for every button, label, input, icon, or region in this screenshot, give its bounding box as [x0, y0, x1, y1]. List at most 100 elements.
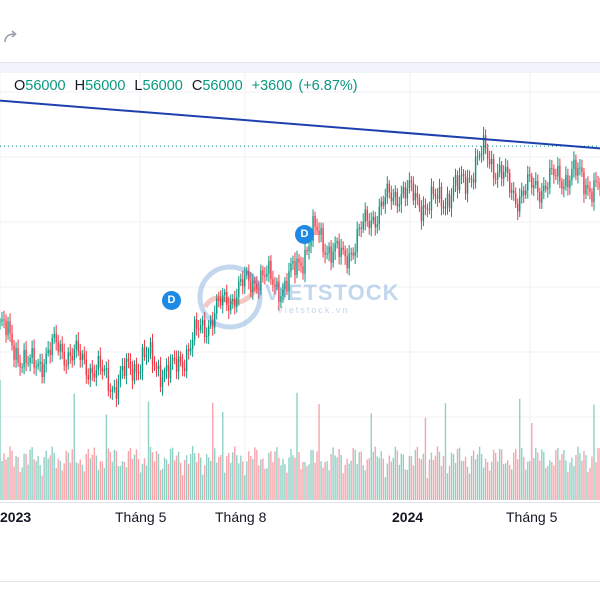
volume-bar — [342, 473, 344, 500]
candle-body — [77, 340, 79, 352]
time-axis[interactable]: 2023 Tháng 5 Tháng 8 2024 Tháng 5 — [0, 502, 600, 533]
candle-body — [151, 342, 154, 365]
volume-bar — [450, 452, 453, 500]
candle-body — [416, 192, 419, 198]
candle-body — [326, 253, 328, 255]
volume-bar — [324, 461, 326, 500]
candle-body — [354, 251, 356, 256]
volume-bar — [446, 473, 449, 500]
candle-body — [539, 191, 541, 203]
volume-bar — [73, 393, 75, 500]
volume-bar — [456, 448, 459, 500]
chart-area[interactable] — [0, 72, 600, 502]
volume-bar — [133, 454, 136, 500]
volume-bar — [218, 457, 220, 500]
candle-body — [418, 197, 421, 208]
volume-bar — [531, 423, 533, 500]
redo-icon[interactable] — [2, 28, 20, 46]
volume-bar — [216, 462, 218, 500]
candle-body — [29, 357, 31, 363]
candle-body — [348, 253, 350, 269]
candle-body — [51, 337, 53, 356]
candle-body — [567, 175, 569, 188]
volume-bar — [563, 449, 565, 500]
candle-body — [179, 356, 182, 363]
candle-body — [103, 369, 106, 372]
candle-body — [3, 319, 5, 321]
volume-bar — [155, 451, 158, 500]
dividend-marker[interactable]: D — [295, 225, 314, 244]
volume-bar — [21, 467, 23, 500]
candle-body — [504, 167, 507, 173]
volume-bar — [392, 457, 395, 500]
candle-body — [450, 195, 453, 209]
candle-body — [360, 227, 362, 230]
candle-body — [597, 181, 599, 183]
dividend-marker[interactable]: D — [162, 291, 181, 310]
candle-body — [91, 367, 94, 374]
volume-bar — [5, 459, 7, 500]
volume-bar — [99, 461, 102, 500]
volume-bar — [354, 449, 356, 500]
candle-body — [364, 209, 366, 222]
candle-body — [7, 321, 9, 336]
volume-bar — [220, 454, 222, 500]
volume-bar — [228, 452, 230, 500]
candle-body — [232, 298, 234, 301]
volume-bar — [575, 455, 577, 500]
volume-bar — [517, 459, 519, 500]
candle-body — [17, 347, 19, 363]
volume-bar — [91, 454, 94, 500]
candle-body — [575, 159, 577, 176]
volume-bar — [222, 412, 224, 500]
volume-bar — [523, 456, 525, 500]
volume-bar — [286, 472, 288, 500]
volume-bar — [589, 467, 591, 500]
volume-bar — [129, 447, 132, 500]
volume-bar — [284, 464, 286, 500]
candle-body — [105, 368, 108, 370]
candle-body — [525, 190, 527, 195]
candle-body — [173, 358, 176, 360]
volume-bar — [175, 455, 178, 500]
volume-bar — [153, 461, 156, 500]
volume-bar — [282, 458, 284, 500]
volume-bar — [462, 460, 465, 500]
volume-bar — [474, 459, 477, 500]
candle-body — [73, 349, 75, 361]
volume-bar — [17, 457, 19, 500]
volume-bar — [527, 461, 529, 500]
volume-bar — [288, 457, 290, 500]
candle-body — [535, 180, 537, 185]
volume-bar — [75, 462, 77, 500]
candle-body — [278, 281, 280, 303]
candle-body — [65, 365, 67, 367]
volume-bar — [187, 463, 190, 500]
candle-body — [254, 280, 256, 284]
candle-body — [464, 176, 467, 194]
volume-bar — [224, 472, 226, 500]
candle-body — [583, 171, 585, 195]
volume-bar — [348, 463, 350, 500]
volume-bar — [368, 458, 370, 500]
candle-body — [551, 167, 553, 169]
price-chart[interactable] — [0, 72, 600, 502]
volume-bar — [418, 458, 421, 500]
candle-body — [205, 335, 208, 338]
volume-bar — [165, 459, 168, 500]
volume-bar — [366, 459, 368, 500]
candle-body — [515, 193, 517, 204]
candle-body — [470, 179, 473, 181]
candle-body — [346, 256, 348, 269]
candle-body — [476, 156, 479, 158]
candle-body — [175, 359, 178, 372]
candle-body — [529, 174, 531, 177]
volume-bar — [109, 451, 112, 500]
candle-body — [591, 191, 593, 202]
candle-body — [256, 283, 258, 290]
volume-bar — [424, 417, 427, 500]
candle-body — [561, 181, 563, 189]
candle-body — [366, 209, 368, 221]
volume-bar — [358, 452, 360, 500]
candle-body — [268, 260, 270, 274]
